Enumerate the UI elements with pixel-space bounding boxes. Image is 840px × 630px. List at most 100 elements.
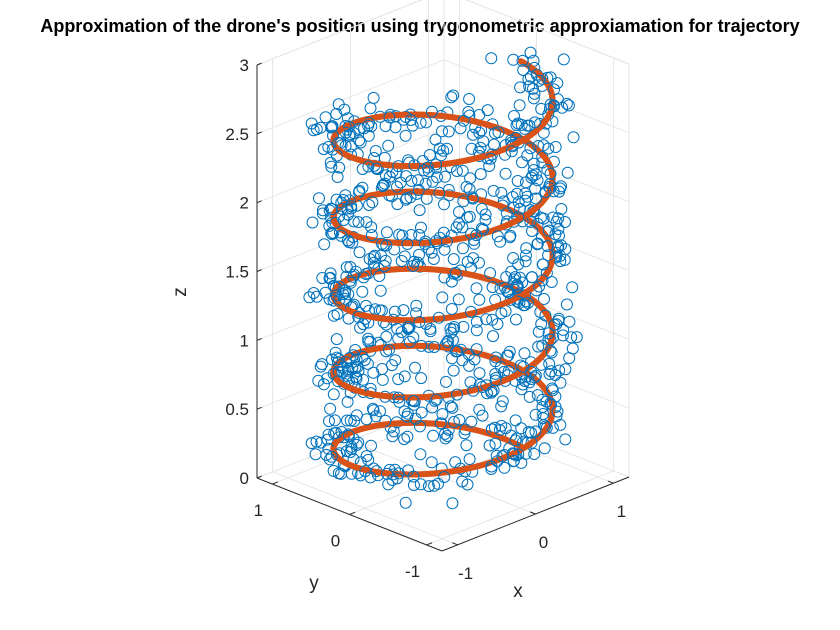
measured-point <box>398 405 411 418</box>
measured-point <box>333 161 346 174</box>
measured-point <box>434 417 447 430</box>
measured-point <box>467 128 479 141</box>
z-tick-label: 1.5 <box>225 263 249 282</box>
x-tick-mark <box>452 542 458 546</box>
measured-point <box>524 142 537 155</box>
z-tick-label: 0.5 <box>225 400 249 419</box>
measured-point <box>423 149 436 161</box>
measured-point <box>432 477 445 490</box>
measured-point <box>525 436 538 449</box>
measured-point <box>363 199 375 211</box>
measured-point <box>391 180 403 193</box>
measured-point <box>473 293 486 306</box>
measured-point <box>440 235 453 248</box>
measured-point <box>392 373 405 386</box>
measured-point <box>395 255 408 267</box>
measured-point <box>309 448 322 461</box>
measured-point <box>456 242 469 255</box>
measured-point <box>560 298 573 311</box>
measured-point <box>424 322 437 335</box>
measured-point <box>542 224 555 237</box>
measured-point <box>403 335 416 348</box>
measured-point <box>406 119 419 132</box>
measured-point <box>551 77 564 90</box>
measured-point <box>447 253 460 266</box>
measured-point <box>449 456 462 469</box>
measured-point <box>303 291 316 304</box>
measured-point <box>402 320 414 333</box>
measured-point <box>324 271 337 284</box>
measured-point <box>362 119 375 132</box>
measured-point <box>445 91 458 104</box>
chart-title: Approximation of the drone's position us… <box>40 16 800 36</box>
measured-point <box>426 401 439 414</box>
measured-point <box>383 343 395 356</box>
measured-point <box>312 374 325 387</box>
measured-point <box>362 453 375 466</box>
measured-point <box>466 192 479 205</box>
measured-point <box>532 325 545 338</box>
measured-point <box>541 240 554 253</box>
measured-point <box>348 415 361 427</box>
measured-point <box>485 460 498 473</box>
measured-point <box>325 450 338 463</box>
z-tick-label: 3 <box>240 56 249 75</box>
measured-point <box>362 332 375 345</box>
measured-point <box>439 432 452 445</box>
measured-point <box>507 448 520 461</box>
measured-point <box>436 125 448 138</box>
measured-point <box>526 225 538 237</box>
measured-point <box>441 142 453 155</box>
measured-point <box>382 139 395 152</box>
measured-point <box>527 82 539 95</box>
measured-point <box>314 121 327 134</box>
measured-point <box>369 145 382 157</box>
measured-point <box>486 281 499 294</box>
measured-point <box>376 180 389 192</box>
measured-point <box>342 364 354 377</box>
measured-point <box>557 53 570 66</box>
measured-point <box>360 413 373 426</box>
measured-point <box>549 141 562 153</box>
measured-point <box>531 389 544 402</box>
measured-point <box>430 393 443 406</box>
measured-point <box>559 363 572 376</box>
z-tick-label: 1 <box>240 331 249 350</box>
measured-point <box>518 299 531 312</box>
measured-point <box>485 52 498 65</box>
axis-layer <box>256 62 630 552</box>
measured-point <box>380 330 393 343</box>
measured-point <box>386 474 399 486</box>
measured-point <box>401 238 414 250</box>
box-edge <box>465 0 630 65</box>
measured-point <box>401 430 414 443</box>
measured-point <box>465 415 478 428</box>
measured-point <box>495 307 508 320</box>
measured-point <box>538 293 550 305</box>
measured-point <box>453 206 465 218</box>
measured-point <box>407 331 420 344</box>
measured-point <box>544 98 557 111</box>
measured-point <box>513 202 526 215</box>
measured-point <box>554 418 567 431</box>
measured-point <box>391 472 404 485</box>
measured-point <box>456 221 469 234</box>
measured-point <box>513 99 526 112</box>
measured-point <box>456 164 469 177</box>
measured-point <box>380 226 393 239</box>
measured-point <box>432 311 445 324</box>
measured-point <box>367 91 380 104</box>
measured-point <box>521 190 534 203</box>
measured-point <box>452 293 465 306</box>
measured-point <box>345 440 358 453</box>
measured-point <box>325 121 338 134</box>
measured-point <box>488 138 500 151</box>
measured-point <box>495 419 508 432</box>
measured-point <box>330 289 343 302</box>
measured-point <box>453 217 465 230</box>
measured-point <box>521 149 534 162</box>
measured-point <box>460 180 473 193</box>
measured-point <box>454 122 467 135</box>
y-tick-label: -1 <box>405 562 420 581</box>
measured-point <box>473 403 486 416</box>
